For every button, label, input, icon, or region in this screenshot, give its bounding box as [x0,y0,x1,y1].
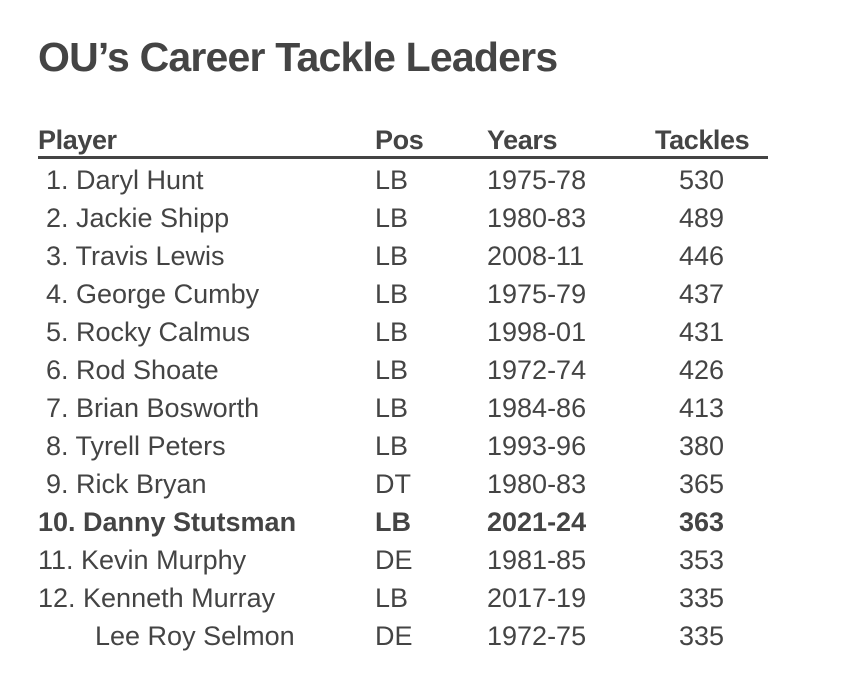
player-cell: 10. Danny Stutsman [38,507,297,537]
player-cell: 1. Daryl Hunt [46,165,204,195]
years-cell: 1981-85 [487,545,587,575]
player-cell: 3. Travis Lewis [46,241,225,271]
tackles-cell: 380 [679,431,725,461]
table-row: 9. Rick Bryan DT 1980-83 365 [38,465,768,503]
years-cell: 1980-83 [487,469,587,499]
table-row: 6. Rod Shoate LB 1972-74 426 [38,351,768,389]
table-header: Player Pos Years Tackles [38,124,768,159]
years-cell: 1993-96 [487,431,587,461]
years-cell: 1975-78 [487,165,587,195]
table-row: 2. Jackie Shipp LB 1980-83 489 [38,199,768,237]
tackles-cell: 335 [679,583,725,613]
player-cell: 8. Tyrell Peters [46,431,226,461]
table-row: 5. Rocky Calmus LB 1998-01 431 [38,313,768,351]
years-cell: 1972-74 [487,355,587,385]
pos-cell: LB [375,241,409,271]
tackles-cell: 353 [679,545,725,575]
table-row: 4. George Cumby LB 1975-79 437 [38,275,768,313]
pos-cell: LB [375,431,409,461]
pos-cell: LB [375,393,409,423]
years-cell: 1975-79 [487,279,587,309]
pos-cell: DE [375,621,413,651]
tackles-cell: 530 [679,165,725,195]
tackles-cell: 426 [679,355,725,385]
pos-cell: LB [375,507,411,537]
pos-cell: LB [375,355,409,385]
pos-cell: LB [375,165,409,195]
table-row: 8. Tyrell Peters LB 1993-96 380 [38,427,768,465]
player-cell: 12. Kenneth Murray [38,583,276,613]
years-cell: 1998-01 [487,317,587,347]
player-cell: 9. Rick Bryan [46,469,207,499]
table-body: 1. Daryl Hunt LB 1975-78 530 2. Jackie Shipp… [38,159,768,655]
table-row: 11. Kevin Murphy DE 1981-85 353 [38,541,768,579]
header-player: Player [38,125,117,155]
tackle-leaders-table: Player Pos Years Tackles 1. Daryl Hunt LB… [38,124,768,655]
tackles-cell: 335 [679,621,725,651]
tackles-cell: 446 [679,241,725,271]
player-cell: 2. Jackie Shipp [46,203,230,233]
tackles-cell: 365 [679,469,725,499]
table-row: 12. Kenneth Murray LB 2017-19 335 [38,579,768,617]
player-cell: 7. Brian Bosworth [46,393,260,423]
years-cell: 2021-24 [487,507,587,537]
pos-cell: LB [375,279,409,309]
tackles-cell: 363 [679,507,725,537]
pos-cell: LB [375,203,409,233]
tackles-cell: 437 [679,279,725,309]
pos-cell: DE [375,545,413,575]
years-cell: 2008-11 [487,241,585,271]
player-cell: 5. Rocky Calmus [46,317,251,347]
player-cell: 11. Kevin Murphy [38,545,247,575]
player-cell: 6. Rod Shoate [46,355,219,385]
years-cell: 2017-19 [487,583,587,613]
header-pos: Pos [375,125,424,155]
table-row: 7. Brian Bosworth LB 1984-86 413 [38,389,768,427]
player-cell: Lee Roy Selmon [95,621,295,651]
years-cell: 1972-75 [487,621,587,651]
table-row: 3. Travis Lewis LB 2008-11 446 [38,237,768,275]
header-tackles: Tackles [655,125,750,155]
years-cell: 1984-86 [487,393,587,423]
pos-cell: LB [375,583,409,613]
page-title: OU’s Career Tackle Leaders [38,34,558,80]
pos-cell: DT [375,469,411,499]
tackles-cell: 489 [679,203,725,233]
table-row: Lee Roy Selmon DE 1972-75 335 [38,617,768,655]
header-years: Years [487,125,558,155]
table-row: 10. Danny Stutsman LB 2021-24 363 [38,503,768,541]
years-cell: 1980-83 [487,203,587,233]
pos-cell: LB [375,317,409,347]
table-row: 1. Daryl Hunt LB 1975-78 530 [38,161,768,199]
tackles-cell: 413 [679,393,725,423]
player-cell: 4. George Cumby [46,279,260,309]
tackles-cell: 431 [679,317,725,347]
